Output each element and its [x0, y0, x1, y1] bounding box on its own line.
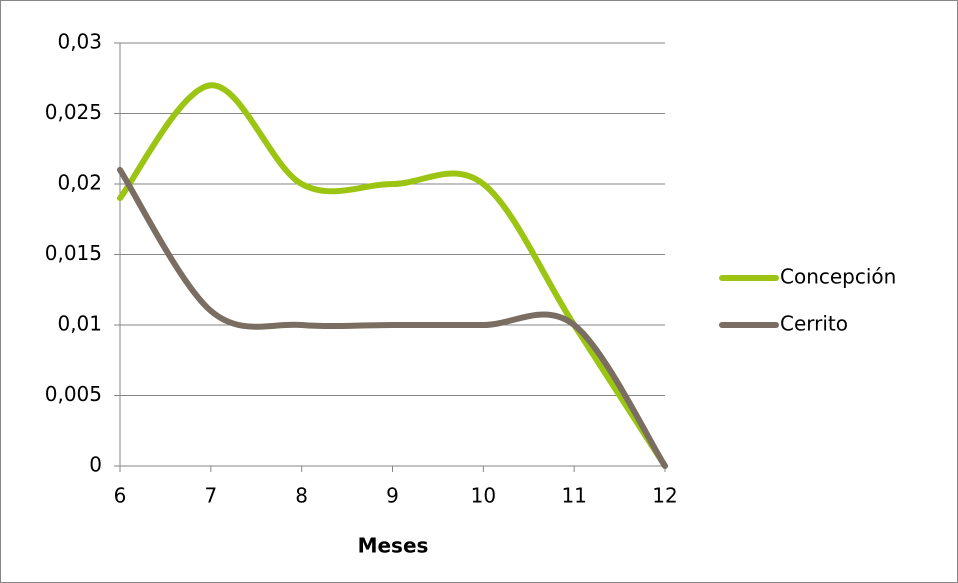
x-axis-title: Meses [358, 534, 429, 558]
y-tick-label: 0,03 [57, 30, 102, 54]
y-tick-label: 0,01 [57, 312, 102, 336]
x-tick-label: 6 [114, 484, 127, 508]
y-tick-label: 0,025 [45, 100, 102, 124]
y-tick-label: 0 [89, 453, 102, 477]
legend-label: Concepción [780, 265, 896, 289]
legend-label: Cerrito [780, 312, 848, 336]
x-tick-label: 7 [204, 484, 217, 508]
x-tick-label: 12 [652, 484, 677, 508]
x-tick-label: 9 [386, 484, 399, 508]
y-tick-label: 0,005 [45, 382, 102, 406]
y-tick-label: 0,02 [57, 171, 102, 195]
x-tick-label: 8 [295, 484, 308, 508]
y-tick-label: 0,015 [45, 241, 102, 265]
series-line [117, 166, 668, 469]
x-tick-label: 11 [561, 484, 586, 508]
x-tick-label: 10 [471, 484, 496, 508]
